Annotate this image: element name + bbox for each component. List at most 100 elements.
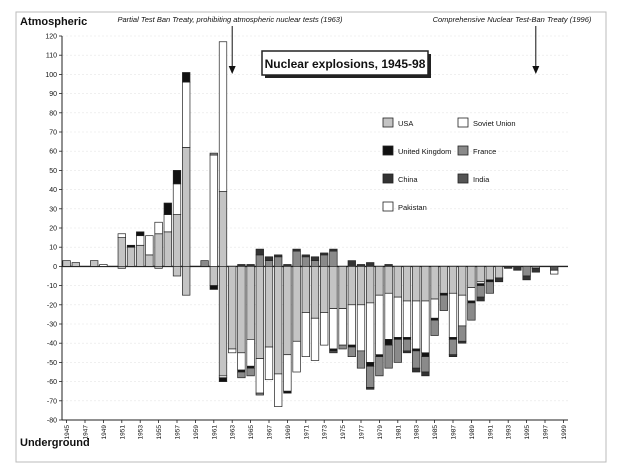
- bar-atmospheric-1961-soviet-union: [209, 154, 218, 267]
- x-tick-label: 1967: [267, 425, 274, 440]
- bar-underground-1986-france: [439, 294, 448, 311]
- bar-atmospheric-1953-usa: [136, 244, 145, 267]
- bar-atmospheric-1958-united-kingdom: [182, 72, 191, 83]
- bar-atmospheric-1953-soviet-union: [136, 235, 145, 246]
- y-tick-label: 120: [45, 34, 57, 41]
- legend-label-soviet-union: Soviet Union: [473, 119, 516, 128]
- y-tick-label: 40: [49, 187, 57, 194]
- bar-underground-1962-united-kingdom: [218, 377, 228, 382]
- bar-underground-1980-france: [384, 344, 393, 369]
- legend-swatch-india: [457, 173, 469, 184]
- y-tick-label: 30: [49, 206, 57, 213]
- bar-atmospheric-1967-china: [264, 256, 274, 261]
- bar-atmospheric-1971-china: [301, 254, 310, 258]
- x-tick-label: 1979: [377, 425, 384, 440]
- x-tick-label: 1997: [543, 425, 550, 440]
- bar-underground-1984-china: [421, 371, 430, 377]
- y-tick-label: -80: [47, 418, 57, 425]
- y-tick-label: 80: [49, 110, 57, 117]
- bar-underground-1961-united-kingdom: [209, 285, 218, 290]
- bar-underground-1966-france: [255, 392, 264, 396]
- bar-atmospheric-1961-france: [209, 152, 218, 156]
- bar-underground-1983-china: [412, 367, 421, 373]
- bar-atmospheric-1960-france: [200, 260, 209, 267]
- bar-underground-1965-soviet-union: [246, 339, 255, 367]
- bar-underground-1981-france: [393, 339, 402, 363]
- bar-underground-1955-usa: [154, 266, 163, 269]
- x-tick-label: 1987: [451, 425, 458, 440]
- bar-underground-1987-france: [448, 339, 458, 356]
- bar-atmospheric-1946-usa: [71, 262, 80, 267]
- treaty-annotation: Comprehensive Nuclear Test-Ban Treaty (1…: [433, 15, 592, 24]
- bar-underground-1995-france: [522, 266, 531, 277]
- bar-atmospheric-1955-usa: [154, 233, 163, 267]
- bar-underground-1964-usa: [237, 266, 246, 354]
- bar-underground-1988-china: [458, 340, 467, 344]
- x-tick-label: 1983: [414, 425, 421, 440]
- bar-underground-1986-usa: [439, 266, 448, 294]
- x-tick-label: 1957: [175, 425, 182, 440]
- bar-underground-1968-soviet-union: [274, 373, 283, 407]
- bar-underground-1987-usa: [448, 266, 458, 294]
- x-tick-label: 1965: [248, 425, 255, 440]
- legend: USA Soviet Union United Kingdom France China…: [382, 117, 516, 212]
- bar-underground-1980-soviet-union: [384, 292, 393, 340]
- treaty-annotation: Partial Test Ban Treaty, prohibiting atm…: [118, 15, 343, 24]
- legend-swatch-united-kingdom: [382, 145, 394, 156]
- bar-atmospheric-1954-usa: [145, 254, 154, 267]
- bars: [62, 41, 559, 407]
- y-tick-label: 110: [46, 53, 57, 60]
- bar-underground-1963-usa: [228, 266, 237, 350]
- bar-underground-1964-soviet-union: [237, 352, 246, 371]
- legend-label-pakistan: Pakistan: [398, 203, 427, 212]
- bar-underground-1979-usa: [375, 266, 384, 296]
- bar-atmospheric-1972-france: [310, 260, 320, 267]
- bar-atmospheric-1971-france: [301, 256, 310, 267]
- bar-underground-1985-usa: [430, 266, 439, 300]
- bar-underground-1979-france: [375, 356, 384, 377]
- legend-label-united-kingdom: United Kingdom: [398, 147, 451, 156]
- y-tick-label: 60: [49, 149, 57, 156]
- bar-atmospheric-1952-united-kingdom: [126, 244, 136, 248]
- bar-underground-1998-india: [550, 266, 559, 271]
- x-tick-label: 1993: [506, 425, 513, 440]
- bar-underground-1991-france: [485, 281, 494, 294]
- bar-underground-1979-soviet-union: [375, 294, 384, 356]
- bar-underground-1985-soviet-union: [430, 298, 439, 319]
- bar-underground-1978-usa: [366, 266, 375, 304]
- bar-underground-1970-usa: [292, 266, 301, 342]
- bar-underground-1982-soviet-union: [402, 300, 412, 338]
- bar-atmospheric-1962-soviet-union: [218, 41, 228, 192]
- x-tick-label: 1951: [119, 425, 126, 440]
- bar-underground-1973-usa: [320, 266, 329, 313]
- legend-swatch-pakistan: [382, 201, 394, 212]
- atmospheric-label: Atmospheric: [20, 16, 87, 28]
- bar-underground-1981-soviet-union: [393, 296, 402, 338]
- x-tick-label: 1995: [524, 425, 531, 440]
- bar-atmospheric-1952-usa: [126, 246, 136, 267]
- x-tick-label: 1971: [303, 425, 310, 440]
- bar-atmospheric-1973-china: [320, 252, 329, 256]
- bar-atmospheric-1962-usa: [218, 191, 228, 267]
- bar-atmospheric-1973-france: [320, 254, 329, 267]
- bar-underground-1980-united-kingdom: [384, 339, 393, 346]
- x-tick-label: 1947: [83, 425, 90, 440]
- bar-underground-1984-united-kingdom: [421, 352, 430, 357]
- bar-underground-1962-usa: [218, 266, 228, 377]
- bar-atmospheric-1957-usa: [172, 214, 182, 267]
- bar-underground-1987-soviet-union: [448, 292, 458, 338]
- bar-underground-1980-usa: [384, 266, 393, 294]
- x-tick-label: 1977: [359, 425, 366, 440]
- x-tick-label: 1953: [138, 425, 145, 440]
- y-tick-label: 100: [45, 72, 57, 79]
- x-tick-label: 1955: [156, 425, 163, 440]
- y-tick-label: -30: [47, 322, 57, 329]
- x-tick-label: 1963: [230, 425, 237, 440]
- y-tick-label: -60: [47, 379, 57, 386]
- y-tick-label: 20: [49, 226, 57, 233]
- bar-underground-1989-soviet-union: [467, 287, 476, 302]
- bar-underground-1978-soviet-union: [366, 302, 375, 363]
- bar-underground-1966-soviet-union: [255, 358, 264, 394]
- x-tick-label: 1961: [211, 425, 218, 440]
- x-tick-label: 1985: [432, 425, 439, 440]
